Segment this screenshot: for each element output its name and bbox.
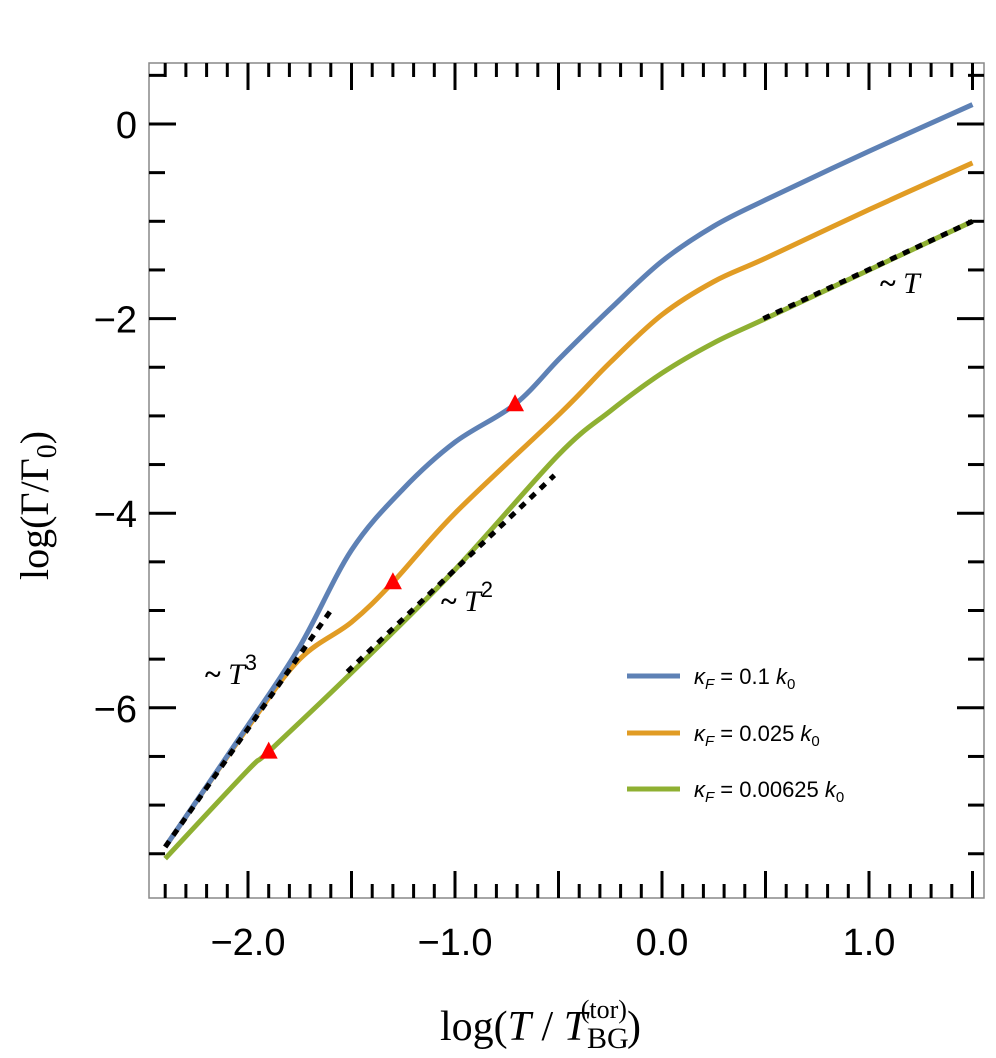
red-triangle-markers	[259, 394, 525, 759]
fit-line-t2	[345, 473, 557, 674]
x-tick-label: −1.0	[417, 922, 492, 964]
plot-frame	[148, 62, 985, 899]
legend-label-0: κF = 0.1 k0	[694, 664, 795, 693]
red-triangle-marker	[506, 394, 525, 412]
x-tick-label: −2.0	[210, 922, 285, 964]
fit-line-t3	[163, 609, 333, 849]
x-tick-label: 1.0	[843, 922, 896, 964]
legend-label-2: κF = 0.00625 k0	[694, 777, 844, 806]
y-tick-label: 0	[116, 105, 137, 147]
red-triangle-marker	[259, 741, 278, 759]
y-axis-title: log(Γ/Γ0)	[12, 431, 63, 580]
tick-labels: −2.0 −1.0 0.0 1.0 0 −2 −4 −6	[94, 105, 896, 964]
annotation-t1: ~ T	[880, 267, 922, 300]
annotation-t3: ~ T3	[205, 650, 257, 691]
x-axis-title: log(T / TBG(tor))	[440, 995, 641, 1055]
annotation-t2: ~ T2	[441, 577, 493, 618]
fit-line-t1	[762, 219, 974, 321]
red-triangle-marker	[383, 572, 402, 590]
legend: κF = 0.1 k0 κF = 0.025 k0 κF = 0.00625 k…	[627, 664, 844, 806]
curve-kappa-0.1	[163, 102, 974, 849]
legend-label-1: κF = 0.025 k0	[694, 721, 820, 750]
y-tick-label: −2	[94, 300, 137, 342]
axis-ticks	[149, 63, 984, 898]
y-tick-label: −6	[94, 689, 137, 731]
x-tick-label: 0.0	[636, 922, 689, 964]
fit-lines	[163, 219, 974, 849]
y-tick-label: −4	[94, 494, 137, 536]
